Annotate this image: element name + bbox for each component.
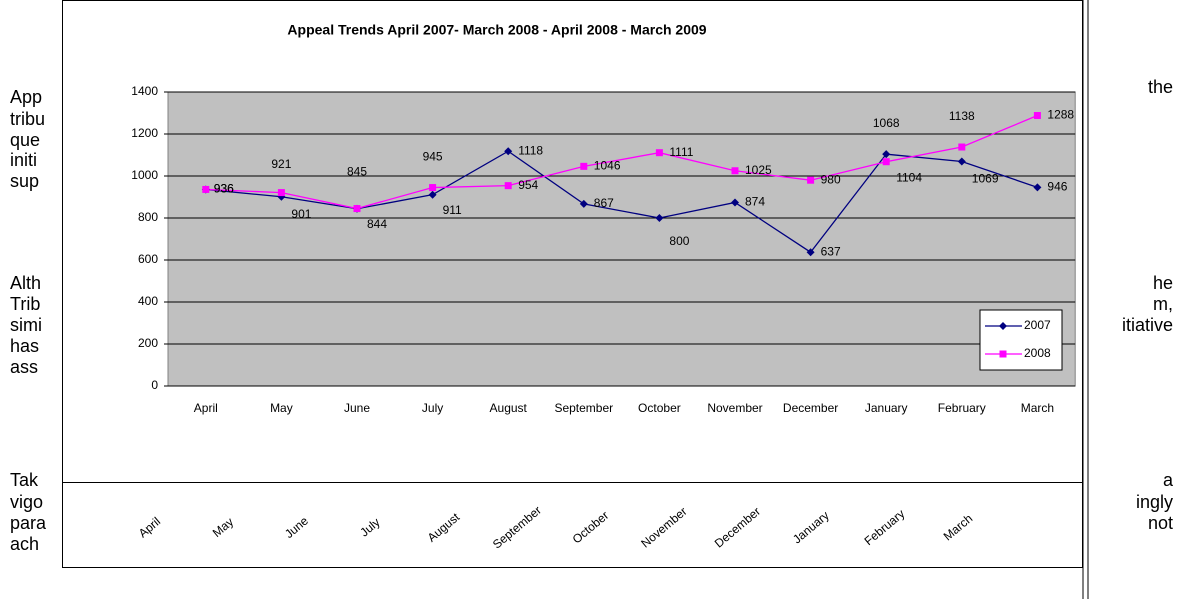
marker xyxy=(731,167,739,175)
marker xyxy=(999,322,1007,330)
y-tick-label: 1000 xyxy=(131,168,158,182)
marker xyxy=(277,189,285,197)
doc-fragment: que xyxy=(10,130,40,150)
marker xyxy=(579,199,588,208)
data-label: 867 xyxy=(594,196,614,210)
doc-fragment: not xyxy=(1148,513,1173,533)
series-line xyxy=(205,150,1038,254)
marker xyxy=(580,162,588,170)
doc-fragment: Tak xyxy=(10,470,39,490)
data-label: 844 xyxy=(367,217,387,231)
y-tick-label: 1400 xyxy=(131,84,158,98)
x-tick-label: April xyxy=(194,401,218,415)
data-label: 1068 xyxy=(873,116,900,130)
y-tick-label: 400 xyxy=(138,294,158,308)
data-label: 936 xyxy=(214,182,234,196)
marker xyxy=(1033,112,1041,120)
marker xyxy=(353,205,361,213)
y-tick-label: 800 xyxy=(138,210,158,224)
doc-fragment: tribu xyxy=(10,109,45,129)
data-label: 911 xyxy=(443,203,462,217)
x-tick-label: November xyxy=(707,401,762,415)
x-tick-label: August xyxy=(490,401,528,415)
marker xyxy=(882,150,891,159)
x-tick-label: July xyxy=(422,401,443,415)
x-tick-label: January xyxy=(865,401,908,415)
y-tick-label: 200 xyxy=(138,336,158,350)
marker xyxy=(882,158,890,166)
data-label: 800 xyxy=(669,234,689,248)
data-label: 1046 xyxy=(594,159,621,173)
x-tick-label: May xyxy=(270,401,293,415)
marker xyxy=(655,149,663,157)
doc-fragment: he xyxy=(1153,273,1173,293)
data-label: 954 xyxy=(518,178,538,192)
data-label: 874 xyxy=(745,195,765,209)
marker xyxy=(731,198,739,207)
data-label: 845 xyxy=(347,165,367,179)
marker xyxy=(807,176,815,184)
y-tick-label: 600 xyxy=(138,252,158,266)
x-tick-label: February xyxy=(938,401,986,415)
marker xyxy=(655,214,664,222)
data-label: 921 xyxy=(271,157,291,171)
data-label: 1138 xyxy=(949,109,975,123)
doc-fragment: m, xyxy=(1153,294,1173,314)
legend-label: 2007 xyxy=(1024,318,1051,332)
marker xyxy=(202,185,210,193)
doc-fragment: itiative xyxy=(1122,315,1173,335)
doc-fragment: Alth xyxy=(10,273,41,293)
x-tick-label: September xyxy=(554,401,613,415)
data-label: 1104 xyxy=(896,170,922,184)
y-tick-label: 0 xyxy=(151,378,158,392)
marker xyxy=(429,184,437,192)
data-label: 1111 xyxy=(669,145,693,159)
data-label: 980 xyxy=(821,172,841,186)
doc-fragment: Trib xyxy=(10,294,40,314)
marker xyxy=(428,190,437,199)
legend xyxy=(979,309,1063,371)
data-label: 946 xyxy=(1047,180,1067,194)
data-label: 901 xyxy=(291,207,311,221)
doc-fragment: simi xyxy=(10,315,42,335)
x-tick-label: December xyxy=(783,401,838,415)
x-tick-label: June xyxy=(344,401,370,415)
doc-fragment: ach xyxy=(10,534,39,554)
doc-fragment: vigo xyxy=(10,492,43,512)
doc-fragment: the xyxy=(1148,77,1173,97)
data-label: 1288 xyxy=(1047,108,1074,122)
marker xyxy=(806,248,815,257)
marker xyxy=(1033,183,1042,192)
legend-label: 2008 xyxy=(1024,346,1051,360)
marker xyxy=(958,143,966,151)
y-tick-label: 1200 xyxy=(131,126,158,140)
x-tick-label: March xyxy=(1021,401,1054,415)
data-label: 1118 xyxy=(518,143,543,157)
data-label: 1025 xyxy=(745,163,772,177)
marker xyxy=(504,182,512,190)
doc-fragment: sup xyxy=(10,171,39,191)
doc-fragment: ingly xyxy=(1136,492,1173,512)
data-label: 1069 xyxy=(972,172,999,186)
marker xyxy=(504,147,513,156)
doc-fragment: initi xyxy=(10,150,37,170)
doc-fragment: has xyxy=(10,336,39,356)
series-line xyxy=(205,114,1038,210)
data-label: 936 xyxy=(214,182,234,196)
doc-fragment: App xyxy=(10,87,42,107)
marker xyxy=(957,157,966,166)
data-label: 945 xyxy=(423,150,443,164)
data-label: 637 xyxy=(821,244,841,258)
x-tick-label: October xyxy=(638,401,681,415)
doc-fragment: ass xyxy=(10,357,38,377)
background-axis-frame xyxy=(62,482,1083,568)
marker xyxy=(999,350,1007,358)
doc-fragment: a xyxy=(1163,470,1174,490)
doc-fragment: para xyxy=(10,513,47,533)
plot-area xyxy=(167,91,1076,387)
chart-title: Appeal Trends April 2007- March 2008 - A… xyxy=(287,22,706,38)
